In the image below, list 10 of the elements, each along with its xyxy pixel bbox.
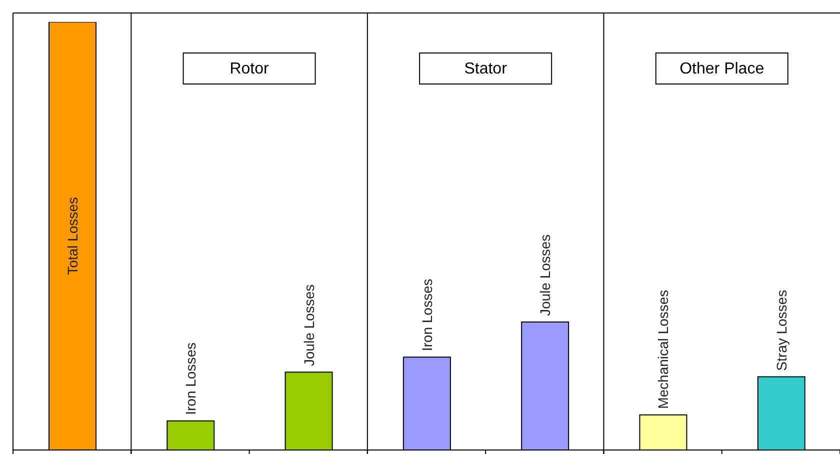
x-tick-label: Iron Losses [182, 342, 199, 415]
x-tick-label: Stray Losses [773, 290, 790, 371]
x-tick-label: Mechanical Losses [655, 290, 672, 409]
x-tick-label: Iron Losses [418, 278, 435, 352]
annotation: Rotor [230, 60, 270, 78]
annotation: Stator [464, 60, 508, 78]
x-tick-label: Joule Losses [300, 284, 317, 366]
annotation: Other Place [680, 60, 764, 78]
x-tick-label: Joule Losses [537, 234, 554, 316]
x-tick-label: Total Losses [64, 197, 80, 275]
